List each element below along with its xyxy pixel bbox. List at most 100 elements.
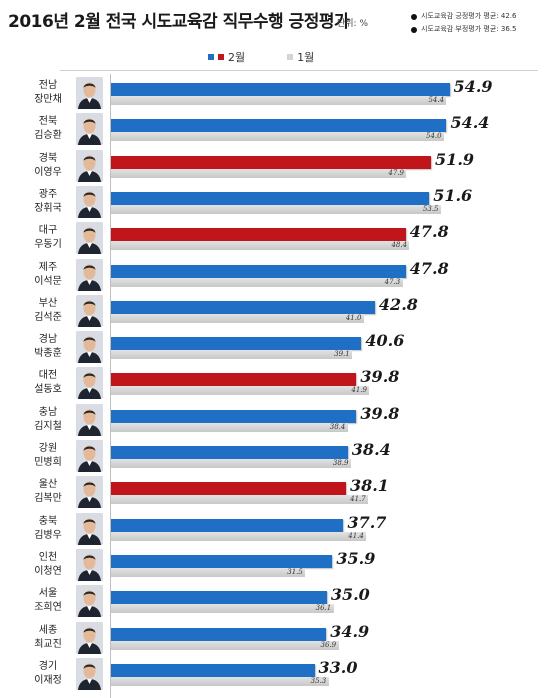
bar-jan (111, 640, 339, 650)
person-name-label: 김병우 (34, 529, 62, 541)
portrait-photo (76, 294, 103, 327)
person-name-label: 김승환 (34, 130, 62, 142)
bar-feb (111, 119, 447, 133)
data-label-jan: 41.4 (348, 531, 364, 540)
region-label: 충남 (38, 406, 58, 418)
data-label-feb: 35.0 (330, 585, 370, 605)
category-label: 충남 김지철 (26, 406, 70, 434)
person-name-label: 이석문 (34, 275, 62, 287)
category-label: 제주 이석문 (26, 261, 70, 289)
bar-feb (111, 155, 432, 169)
chart-row: 경남 박종훈 40.6 39.1 (0, 328, 550, 366)
data-label-jan: 38.4 (329, 422, 346, 431)
bar-jan (111, 604, 334, 614)
region-label: 충북 (38, 515, 58, 527)
bar-feb (111, 518, 344, 532)
chart-row: 인천 이청연 35.9 31.5 (0, 546, 550, 584)
bar-jan (111, 459, 351, 468)
bar-jan (111, 96, 447, 105)
category-label: 울산 김복만 (26, 478, 70, 506)
data-label-feb: 34.9 (330, 621, 370, 641)
data-label-feb: 54.9 (453, 77, 493, 96)
bar-jan (111, 567, 306, 577)
data-label-feb: 54.4 (450, 113, 490, 133)
chart-row: 경북 이영우 51.9 47.9 (0, 147, 550, 185)
legend-swatch-red (218, 54, 224, 60)
data-label-jan: 54.0 (426, 132, 442, 141)
portrait-photo (76, 113, 103, 146)
chart-row: 광주 장휘국 51.6 53.5 (0, 183, 550, 221)
region-label: 울산 (38, 479, 58, 491)
region-label: 전북 (38, 116, 58, 128)
data-label-jan: 39.1 (334, 350, 350, 359)
bar-feb (111, 482, 346, 496)
bar-feb (111, 191, 430, 205)
region-label: 경기 (38, 660, 58, 672)
legend-item-previous-jan: 1월 (287, 49, 314, 65)
data-label-jan: 48.4 (391, 241, 408, 250)
positive-average-note: 시도교육감 긍정평가 평균: 42.6 (411, 10, 516, 23)
bullet-icon (411, 26, 417, 33)
data-label-feb: 51.6 (433, 185, 473, 205)
legend-swatch-gray (287, 54, 294, 60)
data-label-feb: 37.7 (347, 512, 387, 532)
bar-jan (111, 132, 444, 142)
category-label: 경남 박종훈 (26, 333, 70, 361)
portrait-photo (76, 657, 103, 690)
bar-feb (111, 228, 406, 242)
chart-row: 경기 이재정 33.0 35.3 (0, 655, 550, 693)
bar-feb (111, 663, 315, 677)
portrait-photo (76, 476, 103, 509)
bar-jan (111, 676, 329, 686)
portrait-photo (76, 149, 103, 182)
portrait-photo (76, 77, 103, 109)
category-label: 인천 이청연 (26, 551, 70, 579)
chart-row: 대전 설동호 39.8 41.9 (0, 364, 550, 402)
category-label: 전남 장만채 (26, 79, 70, 107)
region-label: 세종 (38, 624, 58, 636)
bar-feb (111, 446, 348, 459)
person-name-label: 우동기 (34, 239, 62, 251)
chart-row: 서울 조희연 35.0 36.1 (0, 582, 550, 620)
data-label-jan: 38.9 (332, 459, 349, 467)
bar-feb (111, 591, 327, 605)
data-label-feb: 33.0 (318, 657, 358, 677)
portrait-photo (76, 331, 103, 364)
region-label: 대구 (38, 225, 58, 237)
chart-legend: 2월 1월 (208, 49, 356, 65)
person-name-label: 이영우 (34, 166, 62, 178)
region-label: 서울 (38, 588, 58, 600)
chart-row: 제주 이석문 47.8 47.3 (0, 256, 550, 294)
data-label-feb: 40.6 (365, 331, 405, 351)
person-name-label: 조희연 (34, 602, 62, 614)
bar-jan (111, 241, 410, 251)
bar-feb (111, 337, 362, 351)
category-label: 부산 김석준 (26, 297, 70, 325)
bar-feb (111, 373, 357, 387)
data-label-feb: 51.9 (435, 149, 475, 169)
bar-jan (111, 422, 348, 432)
chart-row: 강원 민병희 38.4 38.9 (0, 437, 550, 475)
chart-title: 2016년 2월 전국 시도교육감 직무수행 긍정평가 (8, 12, 350, 32)
region-label: 경남 (38, 334, 58, 346)
legend-swatch-blue (208, 54, 214, 60)
region-label: 경북 (38, 152, 58, 164)
portrait-photo (76, 585, 103, 618)
chart-row: 부산 김석준 42.8 41.0 (0, 292, 550, 330)
data-label-feb: 35.9 (336, 548, 376, 568)
bar-feb (111, 83, 450, 96)
bullet-icon (411, 13, 417, 20)
bar-feb (111, 264, 406, 278)
header-divider (60, 70, 538, 71)
region-label: 인천 (38, 551, 58, 563)
portrait-photo (76, 548, 103, 581)
portrait-photo (76, 440, 103, 472)
chart-row: 충남 김지철 39.8 38.4 (0, 401, 550, 439)
portrait-photo (76, 185, 103, 218)
negative-average-note: 시도교육감 부정평가 평균: 36.5 (411, 23, 516, 36)
